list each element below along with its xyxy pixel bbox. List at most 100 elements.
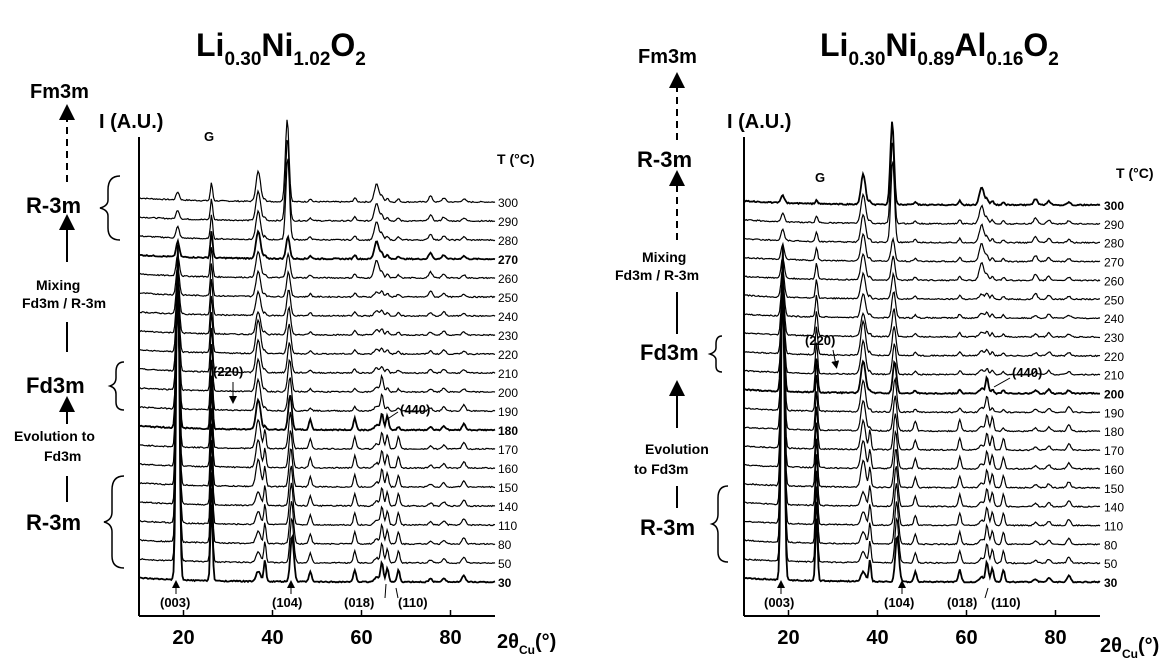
right-temp-label-270: 270	[1104, 256, 1124, 270]
left-traces	[138, 119, 496, 584]
left-ylabel: I (A.U.)	[99, 111, 163, 133]
right-temp-label-230: 230	[1104, 331, 1124, 345]
left-temp-label-210: 210	[498, 367, 518, 381]
right-peak-110: (110)	[991, 595, 1021, 610]
right-title: Li0.30Ni0.89Al0.16O2	[820, 27, 1059, 70]
right-trace-170	[743, 301, 1101, 452]
right-peak-104: (104)	[884, 595, 914, 610]
right-trace-210	[743, 298, 1101, 376]
left-trace-290	[138, 139, 496, 223]
right-peak-440: (440)	[1012, 365, 1042, 380]
right-peak-220-arrow	[831, 349, 840, 369]
left-title: Li0.30Ni1.02O2	[196, 27, 366, 70]
right-phase-mixing-1: Mixing	[642, 249, 686, 265]
right-phase-fm3m: Fm3m	[638, 46, 697, 68]
right-brace-fd3m	[707, 335, 723, 373]
right-trace-270	[743, 232, 1101, 263]
right-x-tick-label: 20	[777, 627, 799, 649]
right-peak-440-tick	[993, 377, 1011, 388]
left-trace-260	[138, 247, 496, 280]
right-temp-label-260: 260	[1104, 274, 1124, 288]
left-trace-190	[138, 301, 496, 413]
right-xlabel: 2θCu(°)	[1100, 635, 1159, 660]
left-peak-018: (018)	[344, 595, 374, 610]
right-phase-evolution-1: Evolution	[645, 441, 709, 457]
left-trace-230	[138, 284, 496, 337]
right-trace-180	[743, 303, 1101, 433]
right-temp-label-110: 110	[1104, 519, 1123, 533]
left-phase-evolution-1: Evolution to	[14, 428, 95, 444]
right-trace-160	[743, 299, 1101, 471]
left-peak-graphite: G	[204, 129, 214, 144]
left-brace-r3m-top	[99, 175, 121, 241]
right-trace-110	[743, 279, 1101, 527]
right-x-tick-label: 80	[1044, 627, 1066, 649]
right-trace-50	[743, 258, 1101, 565]
left-trace-110	[138, 279, 496, 527]
right-temp-label-150: 150	[1104, 482, 1124, 496]
left-peak-220: (220)	[213, 364, 243, 379]
right-peak-003: (003)	[764, 595, 794, 610]
right-x-tick-label: 60	[955, 627, 977, 649]
left-phase-r3m-bottom: R-3m	[26, 510, 81, 535]
left-temp-label-280: 280	[498, 234, 518, 248]
left-temperature-labels: 300 290 280 270 260 250 240 230 220 210 200 190 180 1…	[498, 196, 518, 590]
left-trace-220	[138, 291, 496, 356]
right-trace-290	[743, 142, 1101, 226]
left-trace-160	[138, 298, 496, 470]
right-temp-label-200: 200	[1104, 388, 1124, 402]
right-temp-label-160: 160	[1104, 463, 1124, 477]
right-temp-label-180: 180	[1104, 425, 1124, 439]
left-trace-270	[138, 229, 496, 261]
right-trace-220	[743, 292, 1101, 358]
right-phase-fd3m: Fd3m	[640, 340, 699, 365]
right-trace-260	[743, 252, 1101, 282]
right-phase-r3m-top: R-3m	[637, 147, 692, 172]
left-temp-label-80: 80	[498, 538, 512, 552]
right-peak-018: (018)	[947, 595, 977, 610]
left-temp-label-300: 300	[498, 196, 518, 210]
left-peak-440-tick	[385, 411, 399, 421]
right-temperature-labels: 300 290 280 270 260 250 240 230 220 210 200 190 180 1…	[1104, 199, 1124, 590]
left-temp-label-50: 50	[498, 557, 512, 571]
left-temp-label-170: 170	[498, 443, 518, 457]
right-trace-300	[743, 121, 1101, 207]
right-temp-label-140: 140	[1104, 501, 1124, 515]
left-temp-label-260: 260	[498, 272, 518, 286]
left-temp-label-160: 160	[498, 462, 518, 476]
left-trace-210	[138, 297, 496, 375]
left-phase-evolution-2: Fd3m	[44, 448, 81, 464]
right-phase-mixing-2: Fd3m / R-3m	[615, 267, 699, 283]
left-trace-240	[138, 276, 496, 318]
left-brace-r3m-bottom	[103, 475, 125, 569]
left-phase-mixing-2: Fd3m / R-3m	[22, 295, 106, 311]
left-peak-003: (003)	[160, 595, 190, 610]
right-temp-label-80: 80	[1104, 538, 1118, 552]
right-trace-240	[743, 278, 1101, 320]
left-temp-label-290: 290	[498, 215, 518, 229]
right-temp-label-220: 220	[1104, 350, 1124, 364]
right-x-tick-label: 40	[866, 627, 888, 649]
left-peak-110: (110)	[398, 595, 428, 610]
right-temp-label-280: 280	[1104, 237, 1124, 251]
right-phase-r3m-bottom: R-3m	[640, 515, 695, 540]
left-peak-104: (104)	[272, 595, 302, 610]
left-temp-label-140: 140	[498, 500, 518, 514]
left-x-tick-label: 80	[439, 627, 461, 649]
right-traces	[743, 121, 1101, 584]
left-trace-80	[139, 269, 496, 546]
right-peak-graphite: G	[815, 170, 825, 185]
left-phase-fd3m: Fd3m	[26, 373, 85, 398]
right-temp-label-290: 290	[1104, 218, 1124, 232]
left-trace-30	[138, 244, 496, 584]
left-trace-280	[139, 158, 496, 242]
left-x-tick-label: 60	[350, 627, 372, 649]
left-temp-label-230: 230	[498, 329, 518, 343]
right-trace-230	[743, 287, 1100, 339]
left-trace-180	[138, 302, 496, 432]
left-temp-label-190: 190	[498, 405, 518, 419]
right-peak-220: (220)	[805, 333, 835, 348]
right-peak-110-tick	[984, 587, 989, 599]
left-temp-label-220: 220	[498, 348, 518, 362]
